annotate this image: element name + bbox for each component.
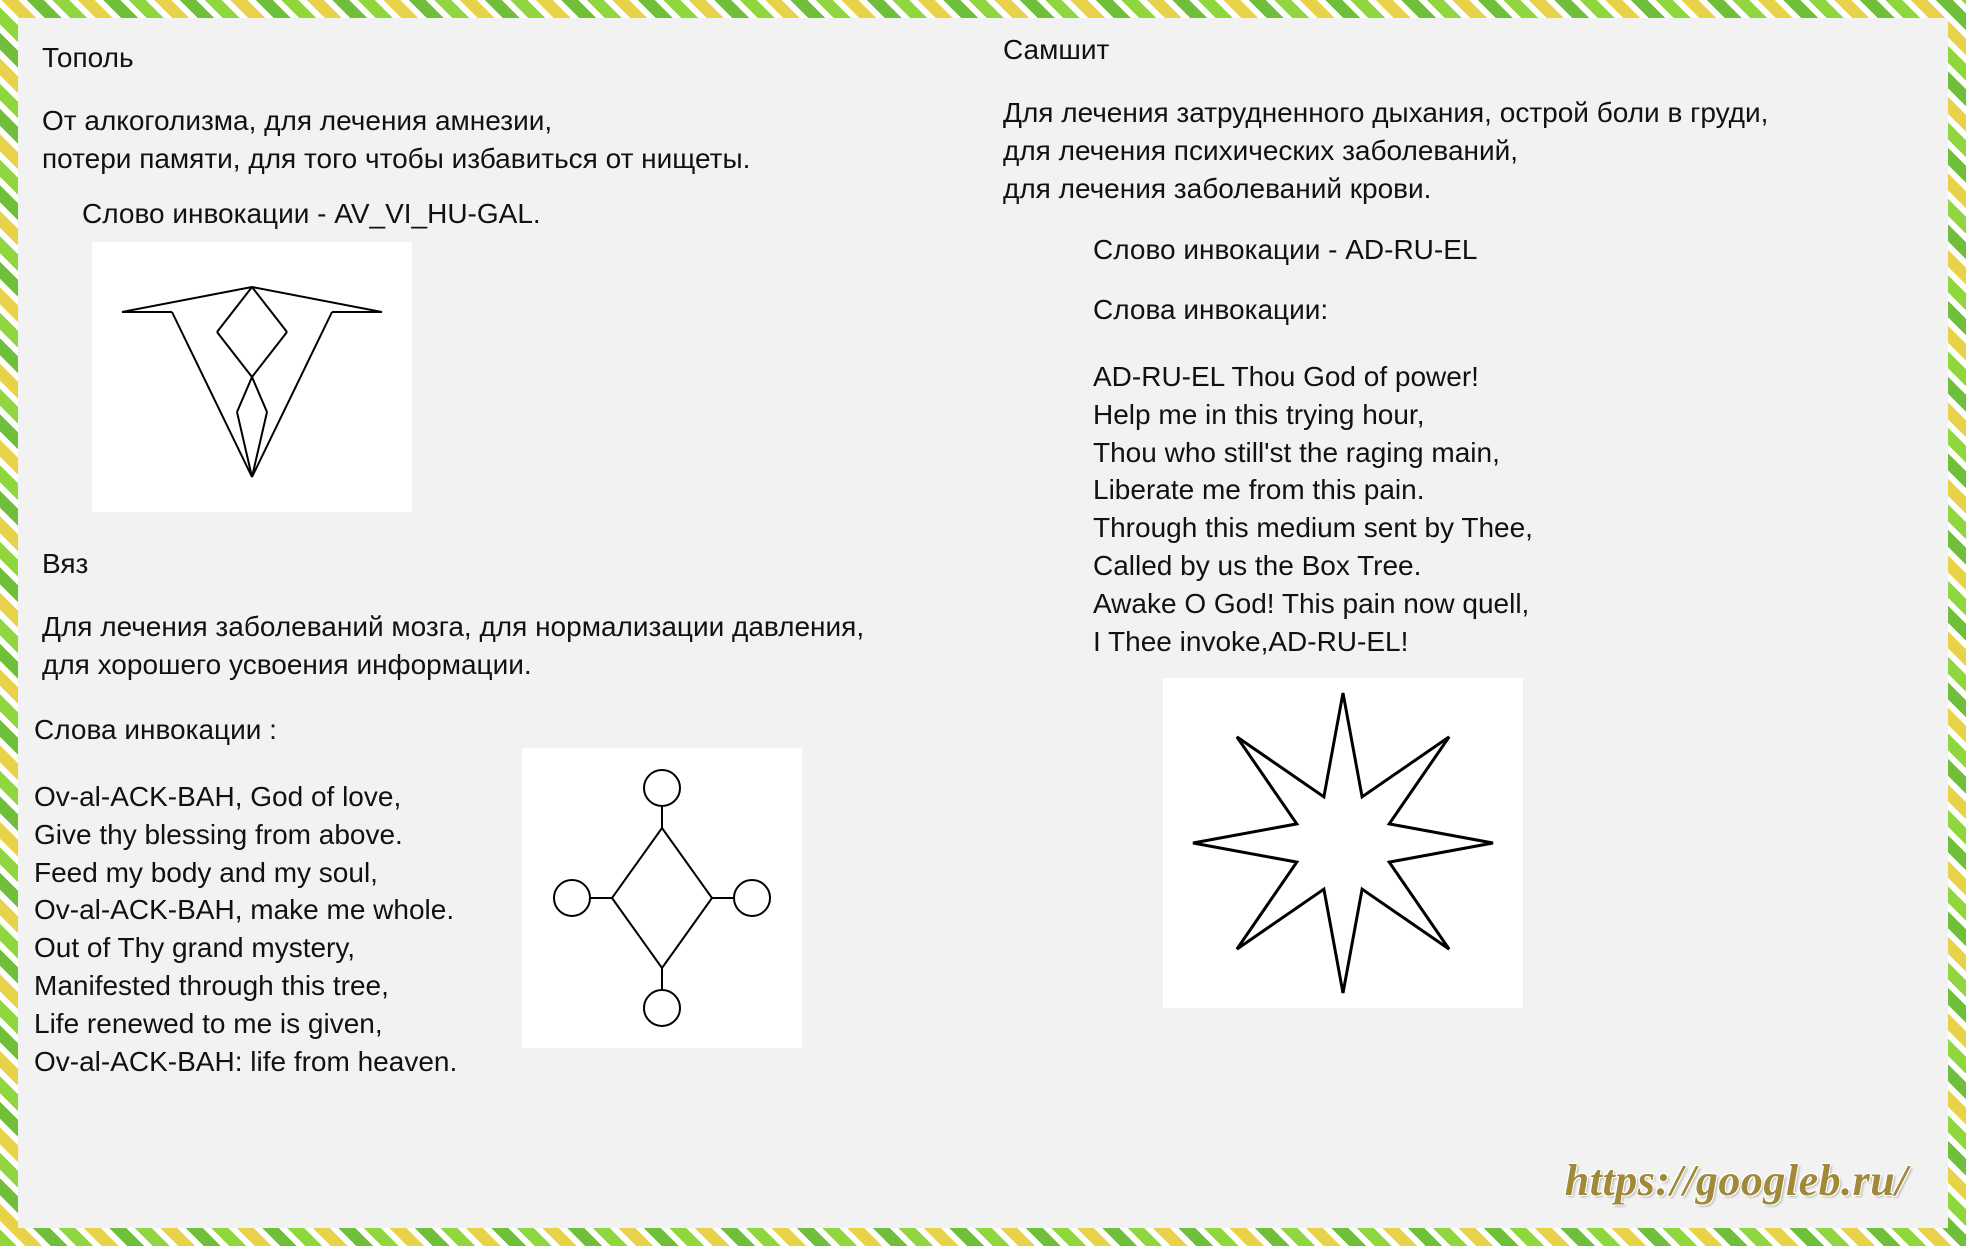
samshit-symbol-svg xyxy=(1163,678,1523,1008)
watermark-url: https://googleb.ru/ xyxy=(1565,1155,1908,1206)
samshit-symbol xyxy=(1163,678,1523,1008)
vyaz-symbol xyxy=(522,748,802,1048)
topol-invocation-word: Слово инвокации - AV_VI_HU-GAL. xyxy=(82,198,541,230)
samshit-description: Для лечения затрудненного дыхания, остро… xyxy=(1003,94,1768,207)
samshit-invocation-label: Слова инвокации: xyxy=(1093,294,1328,326)
topol-symbol xyxy=(92,242,412,512)
topol-description: От алкоголизма, для лечения амнезии, пот… xyxy=(42,102,750,178)
page-frame: Тополь От алкоголизма, для лечения амнез… xyxy=(0,0,1966,1246)
topol-title: Тополь xyxy=(42,42,134,74)
vyaz-invocation-label: Слова инвокации : xyxy=(34,714,277,746)
vyaz-symbol-svg xyxy=(522,748,802,1048)
samshit-invocation-word: Слово инвокации - AD-RU-EL xyxy=(1093,234,1477,266)
samshit-poem: AD-RU-EL Thou God of power! Help me in t… xyxy=(1093,358,1533,660)
page-content: Тополь От алкоголизма, для лечения амнез… xyxy=(18,18,1948,1228)
vyaz-poem: Ov-al-ACK-BAH, God of love, Give thy ble… xyxy=(34,778,457,1080)
vyaz-description: Для лечения заболеваний мозга, для норма… xyxy=(42,608,864,684)
vyaz-title: Вяз xyxy=(42,548,88,580)
samshit-title: Самшит xyxy=(1003,34,1109,66)
topol-symbol-svg xyxy=(92,242,412,512)
